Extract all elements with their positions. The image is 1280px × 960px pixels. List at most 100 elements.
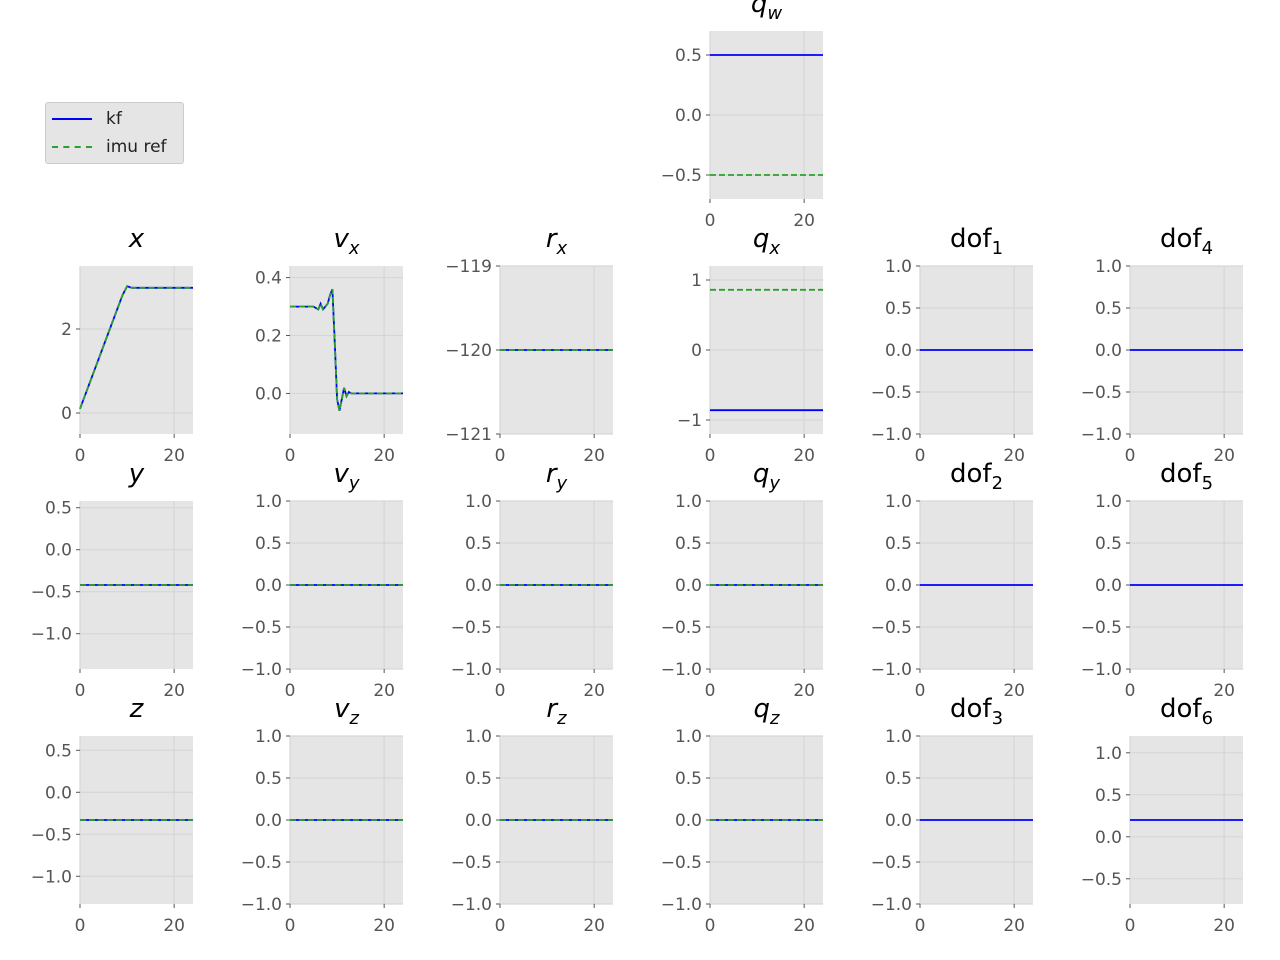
- legend-label-imu-ref: imu ref: [106, 137, 167, 157]
- y-tick-label: 1.0: [255, 727, 282, 747]
- y-tick-label: −1: [677, 411, 702, 431]
- x-tick-label: 20: [793, 916, 815, 936]
- subplot-dof2: 1.0 0.5 0.0 −0.5 −1.00 20 dof2: [871, 459, 1033, 701]
- subplot-title-subscript: y: [348, 473, 360, 494]
- subplot-title-subscript: x: [556, 238, 568, 259]
- x-tick-label: 20: [163, 446, 185, 466]
- y-tick-label: 0.5: [885, 299, 912, 319]
- x-tick-label: 0: [705, 681, 716, 701]
- subplot-title-subscript: z: [556, 708, 567, 729]
- x-tick-label: 0: [1125, 446, 1136, 466]
- subplot-y: 0.5 0.0 −0.5 −1.0 0 20 y: [31, 459, 193, 701]
- y-tick-label: −0.5: [1081, 618, 1122, 638]
- y-tick-label: 0.5: [465, 769, 492, 789]
- y-tick-label: 1.0: [1095, 257, 1122, 277]
- x-tick-label: 0: [285, 916, 296, 936]
- x-tick-label: 0: [1125, 681, 1136, 701]
- x-tick-label: 20: [1213, 681, 1235, 701]
- x-tick-label: 20: [793, 681, 815, 701]
- x-tick-label: 20: [583, 681, 605, 701]
- subplot-qw: 0.5 0.0 −0.5 0 20 qw: [661, 0, 823, 231]
- series-line-imu-ref: [79, 285, 193, 410]
- y-tick-label: 1.0: [675, 492, 702, 512]
- subplot-title: dof2: [950, 459, 1003, 494]
- y-tick-label: −120: [445, 341, 492, 361]
- subplot-title-base: q: [753, 459, 770, 489]
- y-tick-label: −0.5: [241, 853, 282, 873]
- y-tick-label: 1: [691, 271, 702, 291]
- y-tick-label: 0.0: [255, 384, 282, 404]
- subplot-title-base: dof: [1160, 459, 1202, 489]
- plot-area: [80, 266, 193, 434]
- subplot-title-subscript: x: [768, 238, 780, 259]
- subplot-title-subscript: w: [767, 3, 782, 24]
- x-tick-label: 20: [163, 916, 185, 936]
- plot-area: [290, 266, 403, 434]
- subplot-title-base: v: [333, 459, 349, 489]
- subplot-title: x: [128, 224, 145, 254]
- subplot-title: vz: [334, 694, 359, 729]
- y-tick-label: −0.5: [31, 825, 72, 845]
- subplot-title-base: dof: [1160, 224, 1202, 254]
- subplot-title: ry: [546, 459, 568, 494]
- subplot-title: qz: [754, 694, 781, 729]
- x-tick-label: 20: [1003, 916, 1025, 936]
- subplot-title-base: r: [546, 459, 559, 489]
- y-tick-label: 0.5: [45, 741, 72, 761]
- y-tick-label: −1.0: [451, 895, 492, 915]
- subplot-title-subscript: 3: [992, 708, 1003, 729]
- x-tick-label: 20: [793, 446, 815, 466]
- subplot-title: dof5: [1160, 459, 1213, 494]
- subplot-title-subscript: 1: [992, 238, 1003, 259]
- subplot-title-subscript: 6: [1202, 708, 1213, 729]
- y-tick-label: −0.5: [661, 618, 702, 638]
- x-tick-label: 20: [373, 681, 395, 701]
- y-tick-label: −0.5: [451, 853, 492, 873]
- legend-entry-imu-ref: imu ref: [52, 137, 167, 157]
- subplot-dof5: 1.0 0.5 0.0 −0.5 −1.00 20 dof5: [1081, 459, 1243, 701]
- y-tick-label: 0.0: [465, 576, 492, 596]
- x-tick-label: 20: [1213, 916, 1235, 936]
- subplot-dof1: 1.0 0.5 0.0 −0.5 −1.00 20 dof1: [871, 224, 1033, 466]
- legend: kf imu ref: [45, 102, 184, 164]
- y-tick-label: 1.0: [255, 492, 282, 512]
- y-tick-label: 0.0: [255, 576, 282, 596]
- y-tick-label: 0.4: [255, 269, 282, 289]
- y-tick-label: −0.5: [451, 618, 492, 638]
- y-tick-label: 1.0: [1095, 744, 1122, 764]
- subplot-title-subscript: x: [348, 238, 360, 259]
- x-tick-label: 0: [75, 916, 86, 936]
- subplot-title: rz: [546, 694, 567, 729]
- subplot-title-subscript: z: [348, 708, 359, 729]
- series-line-kf: [290, 288, 403, 411]
- subplot-title: vx: [333, 224, 359, 259]
- subplot-title-subscript: 5: [1202, 473, 1213, 494]
- x-tick-label: 0: [495, 681, 506, 701]
- subplot-qz: 1.0 0.5 0.0 −0.5 −1.00 20 qz: [661, 694, 823, 936]
- y-tick-label: −0.5: [661, 166, 702, 186]
- y-tick-label: 0.0: [675, 576, 702, 596]
- y-tick-label: −1.0: [451, 660, 492, 680]
- y-tick-label: −1.0: [661, 895, 702, 915]
- subplot-title-base: dof: [1160, 694, 1202, 724]
- y-tick-label: −0.5: [1081, 870, 1122, 890]
- y-tick-label: 1.0: [885, 257, 912, 277]
- legend-swatch-kf: [52, 118, 92, 120]
- y-tick-label: −1.0: [241, 895, 282, 915]
- x-tick-label: 0: [1125, 916, 1136, 936]
- y-tick-label: −1.0: [1081, 660, 1122, 680]
- y-tick-label: −1.0: [31, 625, 72, 645]
- x-tick-label: 0: [705, 446, 716, 466]
- y-tick-label: 0.5: [675, 769, 702, 789]
- y-tick-label: 0.5: [1095, 534, 1122, 554]
- subplot-title-base: dof: [950, 224, 992, 254]
- y-tick-label: 0.0: [1095, 828, 1122, 848]
- legend-entry-kf: kf: [52, 109, 122, 129]
- y-tick-label: 0.0: [675, 811, 702, 831]
- subplot-dof4: 1.0 0.5 0.0 −0.5 −1.00 20 dof4: [1081, 224, 1243, 466]
- y-tick-label: −0.5: [871, 383, 912, 403]
- subplot-dof6: 1.0 0.5 0.0 −0.5 0 20 dof6: [1081, 694, 1243, 936]
- y-tick-label: 0.5: [255, 534, 282, 554]
- x-tick-label: 20: [163, 681, 185, 701]
